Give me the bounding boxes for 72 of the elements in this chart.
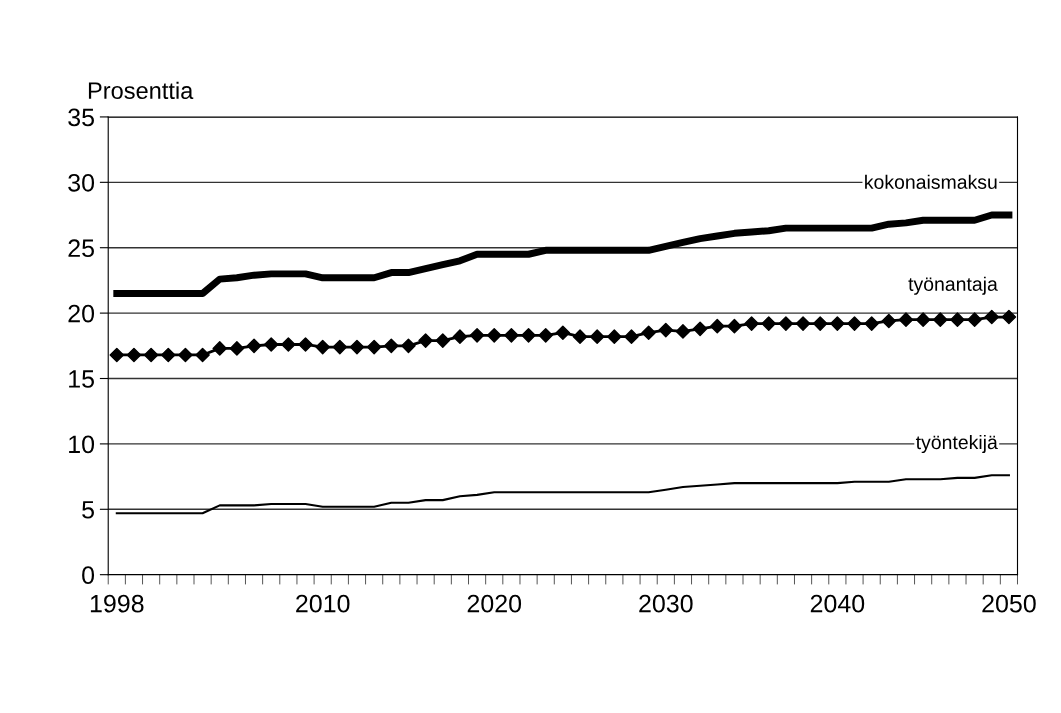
point xyxy=(418,333,433,348)
point xyxy=(366,339,382,355)
point xyxy=(349,339,365,355)
point xyxy=(212,341,228,356)
point xyxy=(692,321,708,337)
point xyxy=(109,347,125,363)
x-tick-label: 2050 xyxy=(982,594,1036,613)
point xyxy=(607,329,622,344)
point xyxy=(521,328,536,343)
point xyxy=(555,325,571,341)
y-tick-label: 30 xyxy=(68,173,95,192)
point xyxy=(624,329,639,344)
x-tick-label: 2030 xyxy=(639,594,693,613)
point xyxy=(847,316,862,331)
point xyxy=(486,328,502,343)
point xyxy=(1001,309,1017,325)
point xyxy=(332,339,348,355)
point xyxy=(229,341,245,356)
point xyxy=(744,316,759,331)
x-tick-label: 2020 xyxy=(467,594,522,613)
point xyxy=(315,339,330,355)
point xyxy=(675,324,691,339)
point xyxy=(864,316,879,331)
point xyxy=(589,329,605,344)
point xyxy=(709,318,725,334)
point xyxy=(178,347,193,363)
point xyxy=(778,316,794,331)
y-axis-title: Prosenttia xyxy=(88,81,194,100)
line-series xyxy=(115,474,1010,515)
point xyxy=(812,316,828,331)
point xyxy=(263,337,279,352)
point xyxy=(195,347,210,363)
y-tick-label: 25 xyxy=(68,239,94,258)
point xyxy=(298,337,313,352)
y-tick-label: 5 xyxy=(82,501,94,519)
y-tick-label: 35 xyxy=(68,108,94,127)
point xyxy=(160,347,176,363)
point xyxy=(126,347,142,363)
point xyxy=(881,313,897,329)
point xyxy=(795,316,811,331)
point xyxy=(830,316,845,331)
point xyxy=(452,329,468,344)
point xyxy=(761,316,777,331)
y-tick-label: 10 xyxy=(69,435,95,454)
point xyxy=(984,309,1000,325)
point xyxy=(950,312,965,327)
point xyxy=(967,312,982,327)
point xyxy=(246,338,262,354)
x-tick-label: 2010 xyxy=(296,594,350,613)
point xyxy=(658,322,674,338)
series-label: kokonaismaksu xyxy=(865,174,997,189)
point xyxy=(538,328,553,343)
point xyxy=(143,347,159,363)
x-tick-label: 1998 xyxy=(90,594,144,613)
point xyxy=(915,312,931,327)
point xyxy=(435,333,451,348)
point xyxy=(281,337,296,352)
point xyxy=(727,318,742,334)
y-tick-label: 0 xyxy=(82,566,95,584)
point xyxy=(401,338,416,354)
series-label: työntekijä xyxy=(915,434,998,454)
point xyxy=(898,312,914,327)
y-tick-label: 20 xyxy=(68,304,95,323)
x-tick-label: 2040 xyxy=(810,594,865,613)
point xyxy=(384,338,399,354)
point xyxy=(572,329,588,344)
point xyxy=(933,312,948,327)
point xyxy=(469,328,485,343)
point xyxy=(641,325,656,341)
y-tick-label: 15 xyxy=(69,370,94,388)
series-label: työnantaja xyxy=(908,276,998,295)
point xyxy=(504,328,519,343)
